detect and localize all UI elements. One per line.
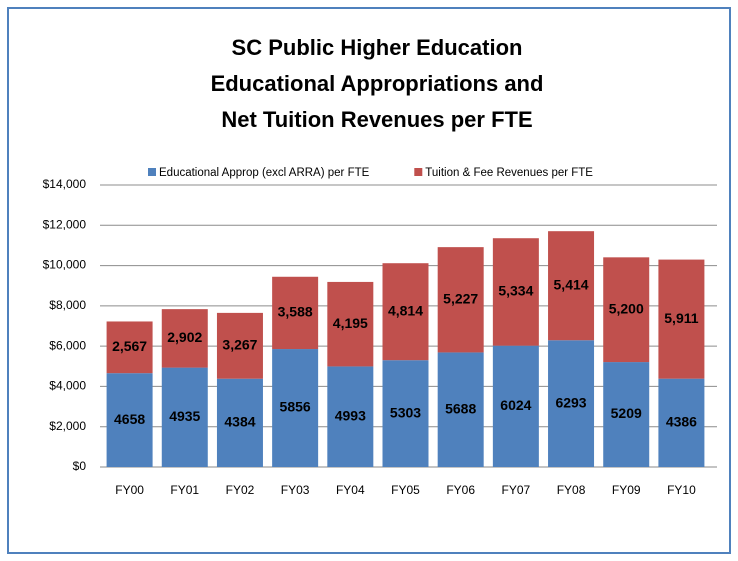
data-label: 4,814 (388, 302, 423, 318)
data-label: 4386 (666, 414, 697, 430)
data-label: 5,200 (609, 300, 644, 316)
x-tick-label: FY00 (115, 483, 144, 497)
data-label: 4384 (224, 414, 255, 430)
data-label: 2,567 (112, 338, 147, 354)
x-tick-label: FY10 (667, 483, 696, 497)
y-tick-label: $0 (73, 459, 87, 473)
y-tick-label: $14,000 (43, 177, 87, 191)
y-tick-label: $2,000 (49, 419, 86, 433)
bar-segment (216, 312, 263, 379)
bar-segment (327, 281, 374, 367)
data-label: 5856 (280, 399, 311, 415)
x-tick-label: FY02 (226, 483, 255, 497)
data-label: 5,227 (443, 290, 478, 306)
chart-title: SC Public Higher Education (232, 35, 523, 60)
data-label: 4993 (335, 407, 366, 423)
y-tick-label: $4,000 (49, 379, 86, 393)
x-tick-label: FY07 (502, 483, 531, 497)
x-tick-label: FY03 (281, 483, 310, 497)
x-tick-label: FY01 (170, 483, 199, 497)
data-label: 5,334 (498, 283, 533, 299)
bar-segment (106, 321, 153, 374)
bar-segment (492, 345, 539, 467)
bar-segment (382, 360, 429, 467)
data-label: 5303 (390, 404, 421, 420)
x-tick-label: FY06 (446, 483, 475, 497)
bar-segment (492, 238, 539, 346)
x-tick-label: FY08 (557, 483, 586, 497)
y-tick-label: $12,000 (43, 217, 87, 231)
chart-title: Net Tuition Revenues per FTE (221, 107, 532, 132)
data-label: 5209 (611, 405, 642, 421)
bar-segment (216, 378, 263, 467)
legend-swatch (148, 168, 156, 176)
data-label: 6293 (555, 394, 586, 410)
bar-segment (382, 263, 429, 361)
bar-segment (603, 362, 650, 467)
bar-segment (548, 340, 595, 467)
bar-segment (658, 378, 705, 467)
x-tick-label: FY04 (336, 483, 365, 497)
bar-segment (161, 367, 208, 467)
bar-segment (437, 247, 484, 353)
data-label: 4935 (169, 408, 200, 424)
bar-segment (437, 352, 484, 467)
bar-segment (272, 349, 319, 467)
x-tick-label: FY05 (391, 483, 420, 497)
y-tick-label: $8,000 (49, 298, 86, 312)
legend-swatch (414, 168, 423, 176)
data-label: 5,911 (664, 310, 698, 326)
bar-segment (272, 276, 319, 350)
data-label: 4,195 (333, 315, 368, 331)
data-label: 5,414 (554, 276, 589, 292)
y-tick-label: $10,000 (43, 258, 87, 272)
x-tick-label: FY09 (612, 483, 641, 497)
legend-label: Tuition & Fee Revenues per FTE (425, 167, 593, 179)
legend-label: Educational Approp (excl ARRA) per FTE (159, 167, 370, 179)
data-label: 3,588 (278, 304, 313, 320)
chart-title: Educational Appropriations and (211, 71, 544, 96)
data-label: 6024 (500, 397, 531, 413)
bar-segment (161, 309, 208, 368)
bar-segment (548, 231, 595, 341)
bar-segment (658, 259, 705, 379)
y-tick-label: $6,000 (49, 338, 86, 352)
data-label: 2,902 (167, 329, 202, 345)
bar-segment (106, 373, 153, 467)
bar-segment (327, 366, 374, 467)
data-label: 3,267 (222, 336, 257, 352)
bar-segment (603, 257, 650, 363)
data-label: 4658 (114, 411, 145, 427)
data-label: 5688 (445, 400, 476, 416)
